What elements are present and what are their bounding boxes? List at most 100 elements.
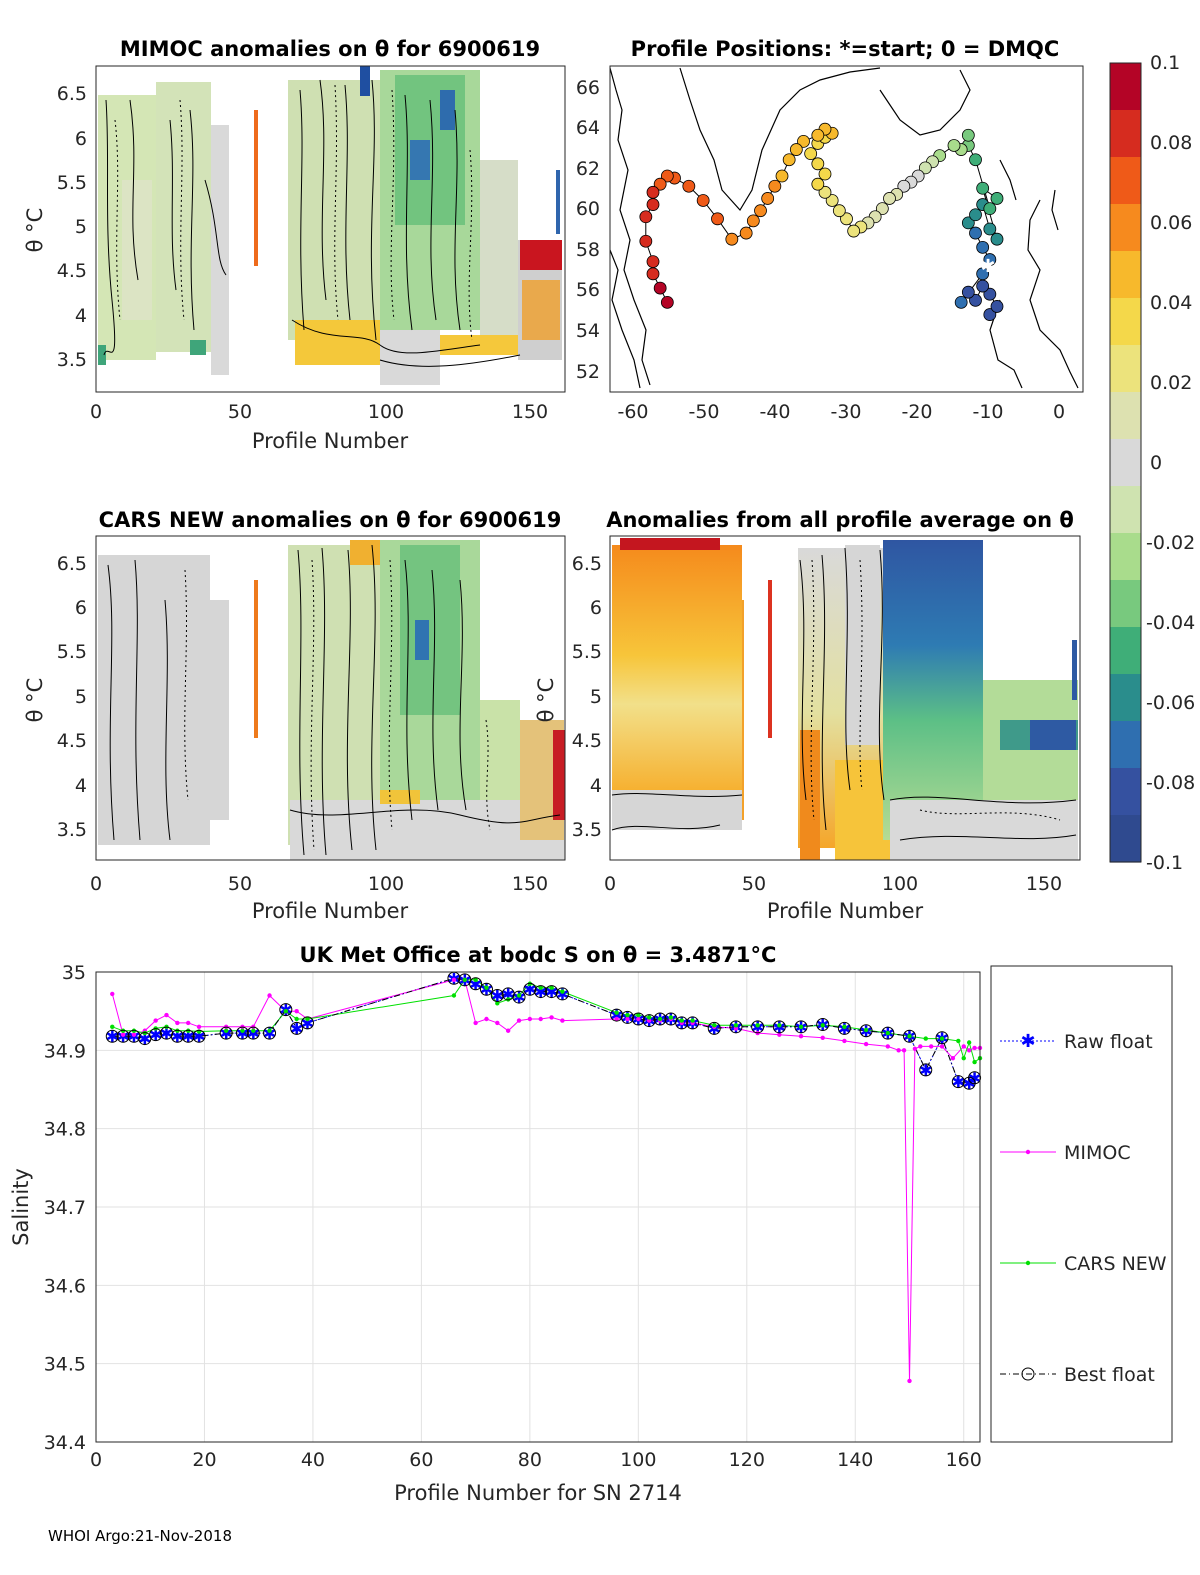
cars-point (223, 1028, 229, 1033)
mimoc-point (733, 1026, 739, 1031)
mimoc-point (939, 1044, 945, 1049)
positions-yticks: 66 64 62 60 58 56 54 52 (576, 77, 600, 383)
profile-position-point (725, 232, 739, 246)
mimoc-point (505, 1028, 511, 1033)
cars-point (495, 1001, 500, 1006)
average-ytick: 4.5 (572, 730, 602, 752)
best-float-point (246, 1026, 260, 1040)
colorbar-block (1110, 298, 1141, 346)
mimoc-xticks: 0 50 100 150 (90, 401, 548, 423)
legend-entry-best: Best float (1000, 1364, 1155, 1386)
cars-point (668, 1015, 674, 1020)
cars-ytick: 3.5 (57, 819, 87, 841)
cars-panel: CARS NEW anomalies on θ for 6900619 (23, 508, 566, 923)
best-float-point (610, 1008, 624, 1022)
best-float-point (479, 982, 493, 996)
positions-ytick: 64 (576, 117, 600, 139)
cars-point (755, 1023, 760, 1028)
cars-ytick: 6.5 (57, 553, 87, 575)
cars-point (733, 1023, 739, 1028)
cars-xlabel: Profile Number (252, 899, 409, 923)
cars-point (462, 977, 467, 983)
cars-point (549, 985, 554, 990)
salinity-xtick: 140 (837, 1449, 873, 1471)
average-ytick: 3.5 (572, 819, 602, 841)
start-marker: ✱ (980, 256, 995, 277)
average-xtick: 100 (882, 873, 918, 895)
mimoc-point (185, 1020, 191, 1026)
colorbar-block (1110, 110, 1141, 158)
colorbar-block (1110, 345, 1141, 393)
mimoc-point (636, 1016, 641, 1022)
best-float-point (935, 1031, 949, 1045)
salinity-ytick: 34.9 (44, 1040, 86, 1062)
legend-entry-raw: ✱ Raw float (1000, 1031, 1153, 1053)
legend-entry-cars: CARS NEW (1000, 1253, 1167, 1275)
profile-position-point (961, 128, 975, 142)
average-ytick: 6.5 (572, 553, 602, 575)
best-float-point (105, 1029, 119, 1043)
profile-position-point (983, 287, 997, 301)
colorbar-block (1110, 157, 1141, 205)
profile-position-point (811, 177, 825, 191)
mimoc-point (777, 1032, 782, 1037)
best-float-point (279, 1003, 293, 1017)
best-float-point (290, 1021, 304, 1035)
best-float-point (675, 1016, 689, 1030)
profile-position-point (660, 295, 674, 309)
mimoc-point (961, 1044, 966, 1049)
salinity-axes (95, 971, 981, 1443)
best-float-point (751, 1020, 765, 1034)
profile-position-point (832, 204, 846, 218)
mimoc-point (901, 1048, 907, 1053)
profile-position-point (660, 169, 674, 183)
profile-position-point (969, 293, 982, 307)
cars-xticks: 0 50 100 150 (90, 873, 548, 895)
average-ytick: 5.5 (572, 641, 602, 663)
salinity-xtick: 100 (620, 1449, 656, 1471)
cars-point (863, 1027, 869, 1033)
colorbar-tick: 0.02 (1150, 372, 1192, 394)
positions-xticks: -60 -50 -40 -30 -20 -10 0 (617, 401, 1065, 423)
best-float-point (951, 1075, 965, 1089)
profile-position-point (825, 194, 839, 207)
average-ytick: 4 (590, 775, 602, 797)
cars-point (142, 1030, 148, 1036)
cars-point (283, 1008, 289, 1014)
average-ylabel: θ °C (534, 678, 558, 723)
mimoc-point (896, 1048, 901, 1053)
cars-xtick: 100 (368, 873, 404, 895)
best-float-point (545, 985, 559, 999)
mimoc-point (646, 1018, 652, 1023)
cars-point (175, 1028, 180, 1033)
cars-ytick: 4.5 (57, 730, 87, 752)
asterisk-marker-icon: ✱ (1020, 1031, 1035, 1052)
cars-point (636, 1012, 641, 1018)
salinity-title: UK Met Office at bodc S on θ = 3.4871°C (300, 943, 777, 967)
profile-position-point (969, 208, 982, 222)
salinity-panel: UK Met Office at bodc S on θ = 3.4871°C … (9, 943, 1173, 1505)
profile-position-point (789, 143, 803, 156)
colorbar-tick: 0.04 (1150, 292, 1192, 314)
average-ytick: 6 (590, 597, 602, 619)
best-float-point (919, 1063, 933, 1077)
profile-position-point (811, 128, 825, 142)
average-xtick: 150 (1026, 873, 1062, 895)
profile-position-point (961, 285, 975, 299)
legend-label: CARS NEW (1064, 1253, 1167, 1275)
best-float-point (881, 1026, 895, 1040)
salinity-xlabel: Profile Number for SN 2714 (394, 1481, 682, 1505)
best-float-point (653, 1012, 667, 1026)
cars-ytick: 5 (75, 686, 87, 708)
cars-point (972, 1059, 977, 1065)
cars-point (907, 1034, 912, 1039)
profile-position-point (990, 192, 1004, 205)
cars-point (305, 1016, 310, 1022)
profile-position-point (646, 255, 660, 269)
colorbar-block (1110, 439, 1141, 487)
mimoc-point (907, 1378, 912, 1384)
profile-position-point (969, 226, 982, 240)
profile-position-point (976, 240, 990, 254)
mimoc-point (972, 1045, 977, 1051)
cars-point (966, 1040, 972, 1045)
